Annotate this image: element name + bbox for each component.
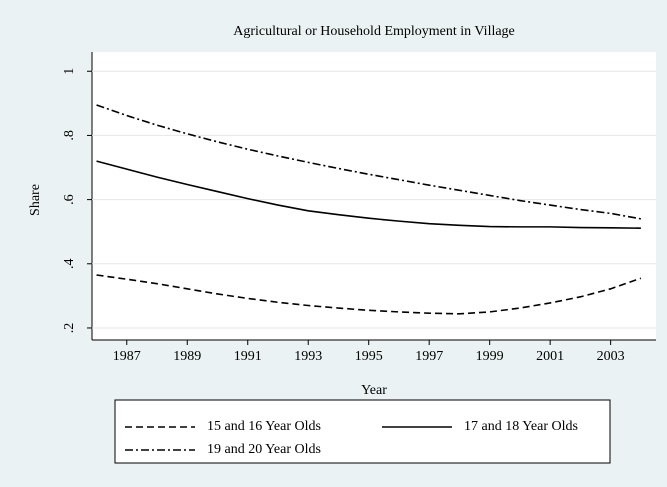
series-line bbox=[96, 160, 641, 229]
y-tick-label: .4 bbox=[62, 259, 77, 270]
chart-title: Agricultural or Household Employment in … bbox=[233, 24, 515, 39]
y-tick-label: .2 bbox=[62, 323, 77, 334]
x-tick-label: 1993 bbox=[294, 349, 322, 364]
legend-label: 19 and 20 Year Olds bbox=[207, 442, 321, 457]
plot-area bbox=[92, 52, 656, 340]
x-tick-label: 1997 bbox=[415, 349, 443, 364]
x-axis-title: Year bbox=[361, 383, 387, 398]
x-tick-label: 1995 bbox=[355, 349, 383, 364]
y-tick-label: 1 bbox=[62, 68, 77, 75]
x-tick-label: 1989 bbox=[173, 349, 201, 364]
legend-box bbox=[114, 399, 611, 464]
legend-label: 15 and 16 Year Olds bbox=[207, 419, 321, 434]
y-tick-label: .6 bbox=[62, 194, 77, 205]
y-tick-label: .8 bbox=[62, 130, 77, 141]
legend-label: 17 and 18 Year Olds bbox=[464, 419, 578, 434]
x-tick-label: 2001 bbox=[536, 349, 564, 364]
x-tick-label: 1987 bbox=[113, 349, 141, 364]
series-line bbox=[96, 104, 642, 220]
y-axis-title: Share bbox=[28, 184, 43, 216]
series-line bbox=[96, 274, 642, 315]
x-tick-label: 2003 bbox=[597, 349, 625, 364]
x-tick-label: 1991 bbox=[234, 349, 262, 364]
x-tick-label: 1999 bbox=[476, 349, 504, 364]
